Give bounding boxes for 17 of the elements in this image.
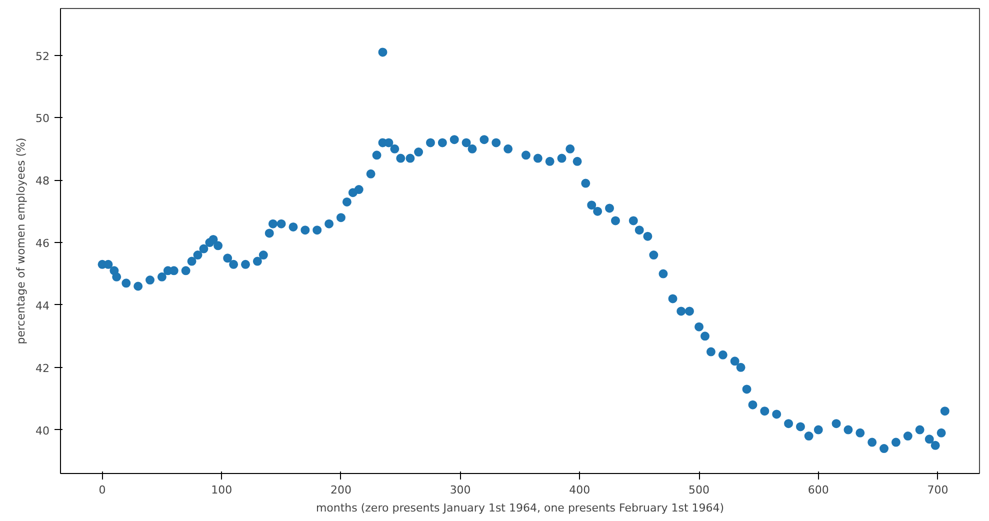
x-tick-label: 700 [927, 484, 948, 496]
x-tick-label: 500 [688, 484, 710, 496]
y-tick-label: 48 [36, 174, 50, 188]
x-axis-title: months (zero presents January 1st 1964, one presents February 1st 1964) [316, 502, 724, 514]
x-tick-label: 400 [569, 484, 590, 496]
x-tick-label: 300 [450, 484, 471, 496]
y-tick-label: 44 [36, 299, 50, 312]
y-axis-title: percentage of women employees (%) [14, 138, 28, 344]
x-tick-label: 600 [808, 484, 829, 496]
x-tick-label: 200 [330, 484, 352, 496]
y-tick-label: 40 [36, 424, 50, 438]
x-tick-label: 0 [98, 484, 106, 496]
y-tick-label: 52 [36, 50, 50, 63]
y-tick-label: 42 [36, 362, 50, 375]
y-tick-label: 50 [36, 112, 50, 126]
y-tick-label: 46 [36, 237, 50, 250]
x-tick-label: 100 [211, 484, 232, 496]
